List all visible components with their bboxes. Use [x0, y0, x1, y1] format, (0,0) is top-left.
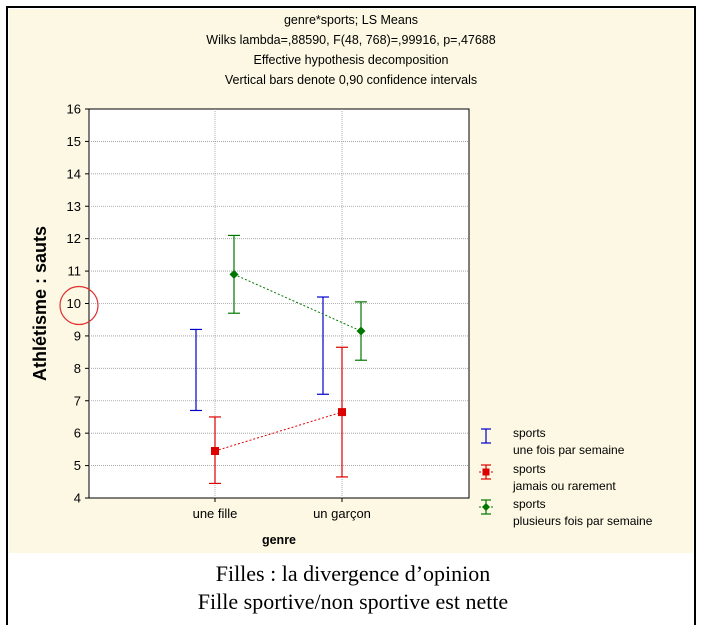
data-point-square [338, 408, 346, 417]
y-tick-label: 6 [74, 426, 81, 441]
chart-subtitle-line-3: Vertical bars denote 0,90 confidence int… [224, 73, 478, 87]
legend-label-line-2: une fois par semaine [513, 443, 625, 457]
chart-subtitle-line-2: Effective hypothesis decomposition [253, 53, 449, 67]
y-tick-label: 7 [74, 393, 81, 408]
y-tick-label: 13 [67, 199, 81, 214]
y-tick-label: 16 [67, 102, 81, 117]
highlight-circle [59, 285, 99, 326]
y-tick-label: 15 [67, 134, 81, 149]
x-tick-label: un garçon [313, 506, 371, 521]
caption-line-2: Fille sportive/non sportive est nette [197, 589, 509, 614]
y-tick-label: 12 [67, 231, 81, 246]
y-tick-label: 9 [74, 328, 81, 343]
y-axis-label: Athlétisme : sauts [30, 226, 50, 381]
data-point-diamond [356, 326, 366, 336]
y-tick-label: 11 [68, 264, 82, 279]
legend-label-line-1: sports [513, 497, 546, 511]
chart-panel: genre*sports; LS Means Wilks lambda=,885… [9, 9, 693, 553]
y-tick-label: 14 [67, 166, 81, 181]
legend-label-line-2: plusieurs fois par semaine [513, 514, 653, 528]
legend-label-line-1: sports [513, 462, 546, 476]
legend-entry: sports une fois par semaine [481, 426, 625, 457]
caption-line-1: Filles : la divergence d’opinion [215, 561, 491, 586]
legend-label-line-2: jamais ou rarement [512, 479, 616, 493]
y-tick-label: 10 [67, 296, 81, 311]
series-line [233, 273, 362, 332]
slide-frame [6, 6, 696, 625]
y-tick-label: 4 [74, 491, 81, 506]
chart-subtitle-line-1: Wilks lambda=,88590, F(48, 768)=,99916, … [206, 33, 496, 47]
legend-symbol-diamond [482, 503, 490, 511]
legend-label-line-1: sports [513, 426, 546, 440]
chart-canvas: 4 5 6 7 8 9 10 11 12 13 14 15 16 une fille un garçon ge… [30, 102, 653, 548]
y-tick-label: 5 [74, 458, 81, 473]
x-axis-label: genre [262, 533, 296, 547]
data-point-square [211, 446, 219, 455]
legend-entry: sports jamais ou rarement [479, 462, 616, 493]
y-tick-label: 8 [74, 361, 81, 376]
x-tick-label: une fille [193, 506, 238, 521]
data-point-diamond [229, 269, 239, 279]
legend-symbol-square [482, 468, 490, 476]
slide-caption: Filles : la divergence d’opinion Fille s… [8, 560, 698, 616]
chart-title: genre*sports; LS Means [283, 13, 419, 27]
legend-entry: sports plusieurs fois par semaine [479, 497, 653, 528]
